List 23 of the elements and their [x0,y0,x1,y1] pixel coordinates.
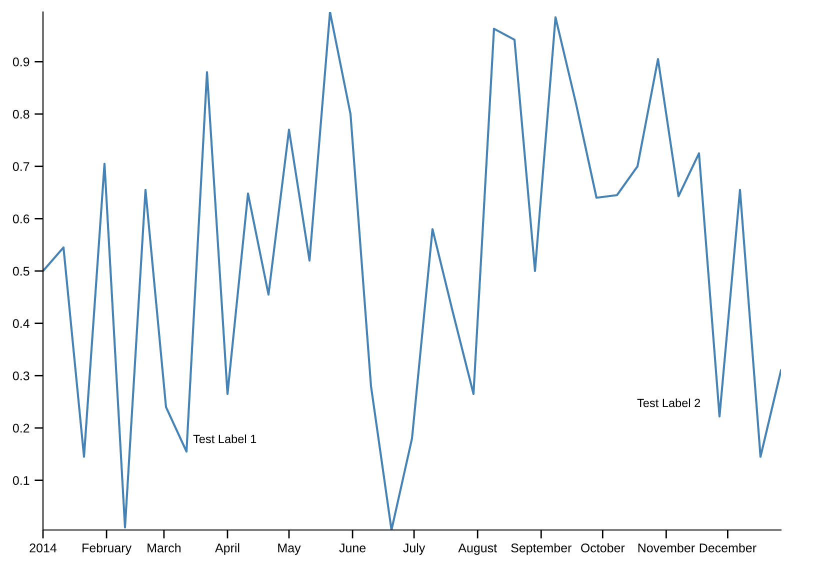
x-tick-label: April [215,543,240,555]
x-tick-label: May [278,544,301,555]
y-tick-label: 0.9 [12,58,30,66]
annotation: Test Label 2 [637,398,700,408]
y-tick-label: 0.1 [12,476,30,485]
x-tick-label: June [339,544,366,552]
x-tick-label: February [82,543,132,555]
y-tick-label: 0.7 [12,162,30,172]
y-tick-label: 0.5 [12,266,30,276]
x-tick-label: November [638,543,695,552]
y-tick-label: 0.3 [12,371,30,380]
x-tick-label: October [581,543,625,552]
x-tick-label: September [511,543,572,555]
y-tick-label: 0.4 [12,319,30,328]
x-tick-label: December [700,543,756,552]
x-tick-label: 2014 [30,544,57,552]
y-tick-label: 0.8 [12,110,30,119]
x-tick-label: August [458,544,497,555]
x-tick-label: July [403,543,426,555]
y-tick-label: 0.2 [12,424,30,433]
y-tick-label: 0.6 [12,214,30,224]
annotation: Test Label 1 [193,434,256,444]
x-tick-label: March [148,543,181,552]
